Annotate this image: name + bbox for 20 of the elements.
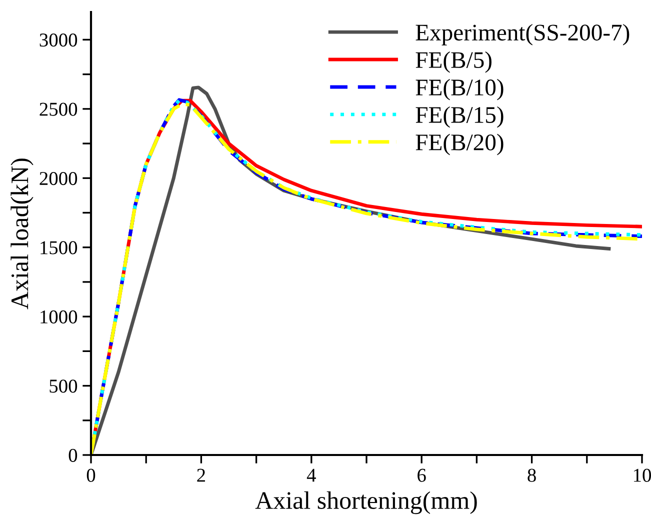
x-tick-label: 4 (306, 468, 316, 482)
legend-label: Experiment(SS-200-7) (416, 24, 630, 46)
x-tick-label: 8 (528, 468, 536, 482)
y-tick-label: 0 (68, 448, 78, 462)
y-tick-label: 2500 (40, 102, 78, 116)
y-tick-label: 1000 (40, 310, 78, 324)
y-tick-label: 500 (50, 380, 78, 393)
y-tick-label: 3000 (40, 34, 78, 47)
x-tick-label: 10 (634, 468, 651, 482)
x-axis-title: Axial shortening(mm) (255, 491, 477, 514)
legend-label: FE(B/5) (416, 51, 492, 73)
y-axis-title: Axial load(kN) (10, 158, 34, 310)
legend-label: FE(B/20) (416, 134, 504, 156)
legend-label: FE(B/10) (416, 78, 504, 100)
legend-label: FE(B/15) (416, 106, 504, 128)
x-tick-label: 6 (418, 468, 426, 482)
x-tick-label: 0 (86, 468, 96, 482)
x-tick-label: 2 (197, 468, 205, 482)
y-tick-label: 1500 (40, 241, 78, 254)
y-tick-label: 2000 (40, 172, 78, 186)
